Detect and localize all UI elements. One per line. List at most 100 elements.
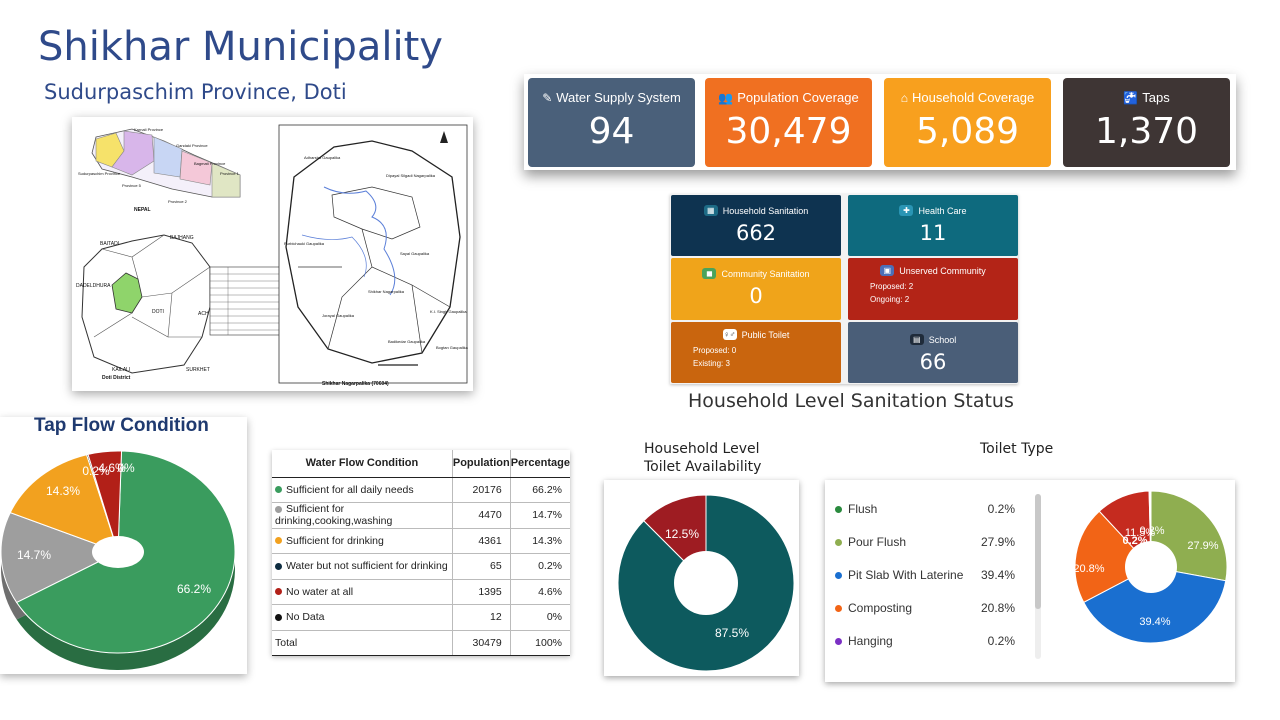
card-school[interactable]: ▤ School 66 [848,322,1018,383]
data-label: 0.2% [1122,535,1147,547]
data-label: 14.7% [17,548,51,562]
pie-slice[interactable] [0,511,120,604]
condition-label: Sufficient for drinking,cooking,washing [275,503,393,528]
tap-flow-title: Tap Flow Condition [34,415,209,436]
map-label-province1: Province 1 [220,171,240,176]
data-label: 14.3% [46,484,80,498]
legend-value: 0.2% [987,502,1015,516]
legend-item[interactable]: Flush 0.2% [835,502,1015,516]
kpi-household-coverage[interactable]: ⌂ Household Coverage 5,089 [884,78,1051,167]
pie-slice[interactable] [1074,510,1152,604]
legend-scrollbar[interactable] [1035,494,1041,659]
kpi-taps[interactable]: 🚰 Taps 1,370 [1063,78,1230,167]
school-icon: ▤ [909,334,924,345]
map-label-bogtan: Bogtan Gaupalika [436,345,469,350]
scrollbar-thumb[interactable] [1035,494,1041,609]
data-label: 27.9% [1187,540,1218,552]
legend-item[interactable]: Composting 20.8% [835,601,1015,615]
tap-icon: 🚰 [1123,90,1139,105]
kpi-value: 1,370 [1094,111,1199,152]
toilet-availability-title: Household Level Toilet Availability [644,440,790,476]
legend-label: Pour Flush [848,535,907,549]
population-cell: 4470 [451,502,511,529]
population-cell: 20176 [451,477,511,503]
tap-flow-chart: 66.2% 14.7% 14.3% 0.2% 4.6% 0% [0,417,247,674]
legend-item[interactable]: Pit Slab With Laterine 39.4% [835,568,1015,582]
card-label: Health Care [918,205,967,216]
kpi-population-coverage[interactable]: 👥 Population Coverage 30,479 [705,78,872,167]
kpi-value: 30,479 [725,111,852,152]
kpi-water-supply[interactable]: ✎ Water Supply System 94 [528,78,695,167]
legend-dot [835,605,842,612]
map-label-achham: ACH [198,311,209,317]
data-label: 4.6% [98,461,126,475]
legend-item[interactable]: Hanging 0.2% [835,634,1015,648]
edit-icon: ✎ [542,90,553,105]
pie-slice[interactable] [617,494,795,672]
column-header: Water Flow Condition [272,450,453,478]
total-label: Total [272,629,453,656]
kpi-value: 5,089 [915,111,1020,152]
map-label-province2: Province 2 [168,199,188,204]
card-value: 662 [735,221,777,245]
condition-label: No Data [286,611,325,624]
column-header: Population [451,450,511,478]
donut-hole [674,551,738,615]
map-label-adharsha: Adharsha Gaupalika [304,155,341,160]
water-flow-table: Water Flow Condition Population Percenta… [272,450,570,656]
building-icon: ▦ [703,205,718,216]
card-community-sanitation[interactable]: ◼ Community Sanitation 0 [671,258,841,320]
percentage-cell: 0% [509,604,570,631]
condition-label: Water but not sufficient for drinking [286,560,448,573]
card-label: Household Sanitation [722,205,809,216]
unserved-icon: ▣ [880,265,895,276]
population-cell: 1395 [451,579,511,605]
legend-value: 20.8% [980,601,1015,615]
status-dot [275,537,282,545]
table-row: Sufficient for drinking 4361 14.3% [272,528,570,554]
card-household-sanitation[interactable]: ▦ Household Sanitation 662 [671,195,841,256]
card-unserved-community[interactable]: ▣ Unserved Community Proposed: 2 Ongoing: … [848,258,1018,320]
card-label: Unserved Community [899,265,986,276]
sanitation-grid: ▦ Household Sanitation 662 ✚ Health Care 1… [670,194,1018,384]
card-proposed: Proposed: 0 [693,346,737,355]
card-label: School [928,334,957,345]
toilet-type-title: Toilet Type [980,441,1054,457]
status-dot [275,486,282,494]
pie-slice[interactable] [9,454,119,553]
toilet-type-chart: Flush 0.2% Pour Flush 27.9% Pit Slab With La… [825,480,1235,682]
card-health-care[interactable]: ✚ Health Care 11 [848,195,1018,256]
kpi-label: Population Coverage [737,90,859,105]
total-population: 30479 [451,629,511,656]
card-public-toilet[interactable]: ♀♂ Public Toilet Proposed: 0 Existing: 3 [671,322,841,383]
card-ongoing: Ongoing: 2 [870,295,910,304]
map-label-kisingh: K.I. Singh Gaupalika [430,309,467,314]
table-row: Sufficient for all daily needs 20176 66.2% [272,477,570,503]
percentage-cell: 14.3% [509,528,570,554]
percentage-cell: 66.2% [509,477,570,503]
map-label-badikedar: Badikedar Gaupalika [388,339,426,344]
toilet-availability-chart: 87.5% 12.5% [604,480,799,676]
data-label: 39.4% [1139,616,1170,628]
home-icon: ⌂ [900,90,909,105]
map-label-shikhar: Shikhar Nagarpalika [368,289,405,294]
users-icon: 👥 [718,90,734,105]
table-total-row: Total 30479 100% [272,629,570,656]
pie-slice[interactable] [1083,566,1227,644]
data-label: 11.5% [1125,527,1156,539]
map-label-surkhet: SURKHET [186,367,210,373]
data-label: 20.8% [1073,563,1104,575]
map-label-nepal: NEPAL [134,207,151,213]
map-label-dadeldhura: DADELDHURA [76,283,111,289]
population-cell: 4361 [451,528,511,554]
map-label-bagmati: Bagmati Province [194,161,226,166]
legend-dot [835,506,842,513]
legend-item[interactable]: Pour Flush 27.9% [835,535,1015,549]
condition-cell: No Data [272,604,453,631]
map-label-kailali: KAILALI [112,367,130,373]
percentage-cell: 14.7% [509,502,570,529]
pie-slice[interactable] [87,450,123,553]
condition-label: Sufficient for drinking [286,534,384,547]
table-row: Water but not sufficient for drinking 65 0… [272,553,570,580]
legend-value: 39.4% [980,568,1015,582]
